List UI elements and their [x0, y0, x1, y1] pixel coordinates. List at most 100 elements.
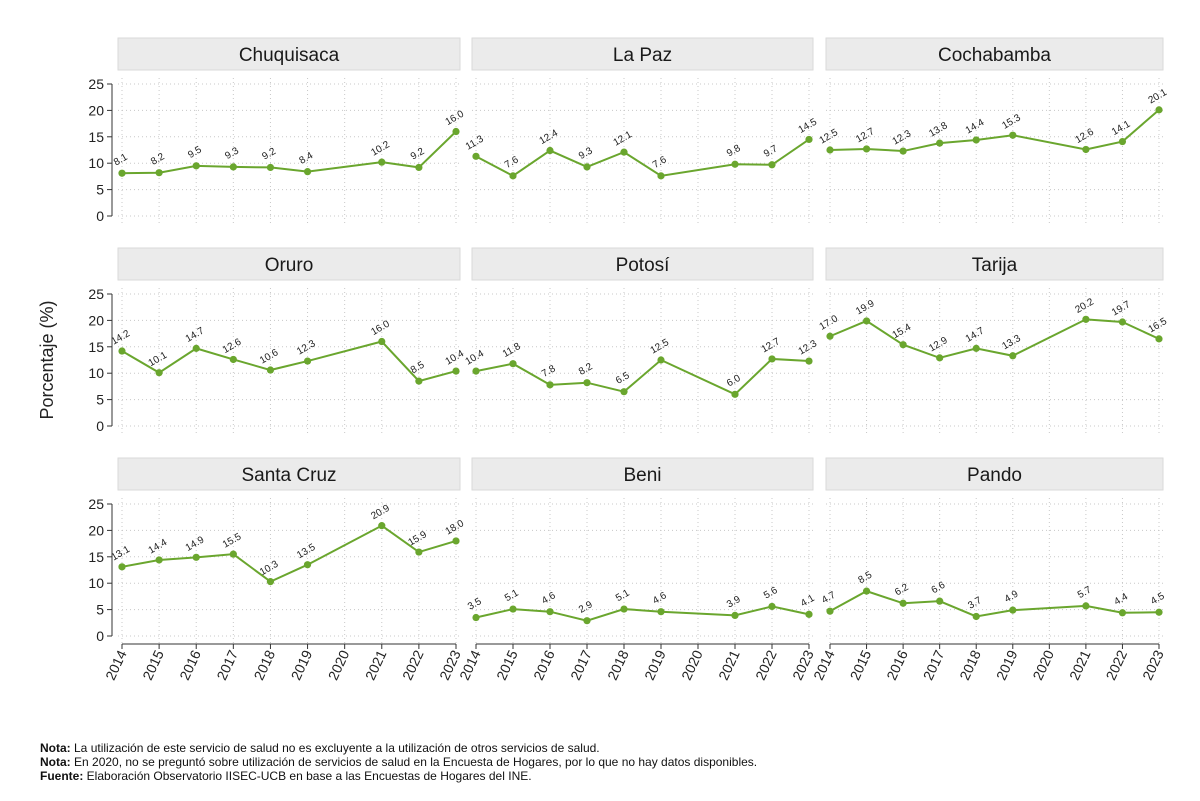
data-label: 16.5 [1147, 316, 1170, 335]
panel-title: Oruro [265, 255, 314, 276]
data-label: 13.1 [110, 544, 133, 563]
data-point [826, 332, 834, 340]
y-tick-label: 0 [96, 418, 104, 434]
y-tick-label: 0 [96, 628, 104, 644]
data-point [805, 135, 813, 144]
data-label: 6.2 [893, 582, 911, 599]
data-point [472, 613, 480, 622]
data-point [155, 169, 163, 177]
source-text: Elaboración Observatorio IISEC-UCB en ba… [83, 769, 532, 783]
data-point [452, 127, 460, 136]
data-point [1118, 318, 1127, 326]
data-label: 8.1 [112, 152, 130, 169]
data-label: 20.9 [369, 503, 392, 522]
data-label: 4.6 [540, 590, 558, 607]
data-point [768, 161, 776, 169]
data-point [1082, 602, 1090, 610]
data-label: 7.8 [540, 363, 558, 380]
x-tick-label: 2020 [678, 647, 706, 682]
data-point [266, 163, 275, 172]
x-tick-label: 2014 [102, 647, 130, 682]
data-label: 14.7 [184, 325, 207, 344]
data-label: 12.4 [538, 128, 561, 147]
y-tick-label: 10 [88, 155, 104, 171]
data-point [620, 605, 628, 613]
data-label: 12.7 [854, 126, 877, 145]
series-line [475, 138, 810, 178]
series-line [121, 130, 457, 175]
data-label: 3.5 [466, 596, 484, 613]
y-tick-label: 5 [96, 182, 104, 198]
data-point [266, 578, 275, 586]
data-point [415, 548, 423, 556]
data-point [1155, 106, 1163, 114]
x-tick-label: 2016 [176, 647, 204, 682]
y-tick-label: 15 [88, 549, 104, 565]
data-point [936, 354, 944, 362]
data-label: 14.4 [964, 117, 987, 136]
panel-header [825, 247, 1164, 281]
x-tick-label: 2014 [456, 647, 484, 682]
data-point [972, 136, 980, 144]
data-point [972, 344, 980, 352]
panel-la-paz: La Paz 11.3 7.6 12.4 9.3 12.1 7.6 9.8 9.7 14.5 [464, 37, 819, 224]
chart: Porcentaje (%) Chuquisaca 0 5 10 15 20 25 8.1 8.2… [37, 37, 1170, 683]
data-label: 15.9 [406, 529, 429, 548]
y-tick-label: 25 [88, 286, 104, 302]
x-tick-label: 2018 [956, 647, 984, 682]
data-label: 12.6 [1073, 126, 1096, 145]
panel-title: Cochabamba [938, 45, 1051, 66]
data-point [378, 158, 386, 166]
data-point [862, 587, 871, 595]
y-tick-label: 25 [88, 76, 104, 92]
note-2: Nota: En 2020, no se preguntó sobre util… [40, 755, 757, 769]
data-point [826, 607, 834, 615]
data-point [899, 599, 907, 607]
x-tick-label: 2015 [139, 647, 167, 682]
x-tick-label: 2014 [810, 647, 838, 682]
data-label: 3.7 [966, 595, 984, 612]
data-label: 12.6 [221, 336, 244, 355]
data-point [155, 556, 163, 564]
panel-header [471, 37, 814, 71]
data-point [303, 561, 312, 569]
x-tick-label: 2016 [883, 647, 911, 682]
data-label: 9.2 [409, 146, 427, 163]
data-label: 20.2 [1073, 296, 1096, 315]
data-label: 10.1 [147, 350, 170, 369]
data-point [731, 611, 739, 620]
data-point [192, 162, 200, 170]
y-tick-label: 5 [96, 392, 104, 408]
data-point [229, 550, 237, 558]
panel-title: Potosí [616, 255, 671, 276]
data-label: 9.3 [223, 145, 241, 162]
series-line [829, 109, 1160, 153]
data-point [862, 317, 871, 325]
panel-tarija: Tarija 17.0 19.9 15.4 12.9 14.7 13.3 20.2 19.7 16… [818, 247, 1170, 434]
data-label: 5.1 [503, 587, 521, 604]
data-label: 10.6 [258, 347, 281, 366]
y-tick-label: 0 [96, 208, 104, 224]
data-label: 14.7 [964, 325, 987, 344]
data-label: 19.7 [1110, 299, 1133, 318]
x-tick-label: 2015 [847, 647, 875, 682]
panel-header [825, 457, 1164, 491]
data-point [118, 347, 126, 355]
x-tick-label: 2019 [288, 647, 316, 682]
data-point [731, 160, 739, 168]
data-point [972, 612, 980, 621]
data-label: 4.4 [1112, 591, 1130, 608]
data-label: 12.1 [612, 129, 635, 148]
data-point [657, 608, 665, 616]
data-label: 16.0 [369, 319, 392, 338]
panel-potos-: Potosí 10.4 11.8 7.8 8.2 6.5 12.5 6.0 12.7 12.3 [464, 247, 819, 434]
data-label: 4.6 [651, 590, 669, 607]
data-label: 15.3 [1000, 112, 1023, 131]
data-label: 12.9 [927, 335, 950, 354]
x-tick-label: 2021 [1066, 647, 1094, 682]
data-label: 9.3 [577, 145, 595, 162]
note-1-text: La utilización de este servicio de salud… [70, 741, 600, 755]
data-label: 8.2 [149, 151, 167, 168]
data-point [805, 610, 813, 618]
data-label: 9.7 [762, 143, 780, 160]
